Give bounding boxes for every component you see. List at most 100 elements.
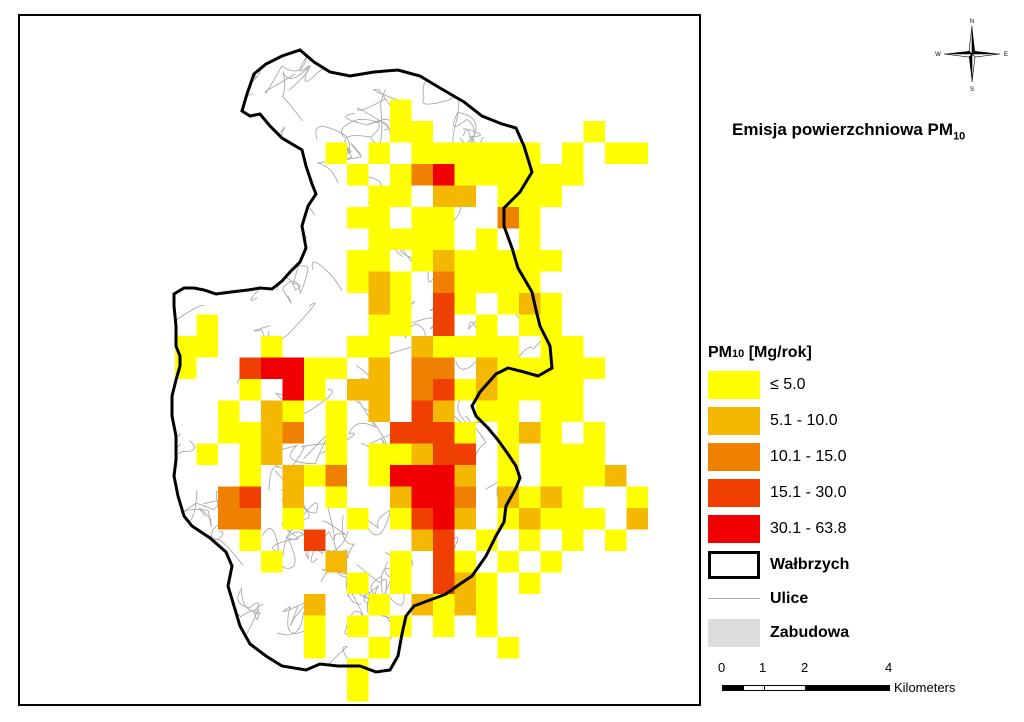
- emission-cell: [454, 594, 476, 616]
- emission-cell: [347, 615, 369, 637]
- emission-cell: [476, 357, 498, 379]
- emission-cell: [239, 529, 261, 551]
- emission-cell: [519, 185, 541, 207]
- emission-cell: [390, 271, 412, 293]
- legend-class-swatch: [708, 407, 760, 435]
- emission-cell: [368, 185, 390, 207]
- emission-cell: [583, 508, 605, 530]
- map-title: Emisja powierzchniowa PM10: [732, 120, 965, 142]
- legend-class-label: 30.1 - 63.8: [770, 520, 847, 537]
- emission-cell: [411, 250, 433, 272]
- emission-cell: [282, 422, 304, 444]
- emission-cell: [304, 465, 326, 487]
- emission-cell: [218, 486, 240, 508]
- emission-cell: [454, 379, 476, 401]
- emission-cell: [368, 357, 390, 379]
- legend-built-swatch: [708, 619, 760, 647]
- legend-title-unit: [Mg/rok]: [744, 344, 812, 361]
- emission-cell: [239, 443, 261, 465]
- emission-cell: [497, 637, 519, 659]
- road: [497, 50, 552, 58]
- legend-class-swatch: [708, 479, 760, 507]
- emission-cell: [540, 551, 562, 573]
- road: [357, 98, 389, 131]
- emission-cell: [368, 443, 390, 465]
- emission-cell: [218, 422, 240, 444]
- road: [311, 261, 343, 291]
- emission-cell: [433, 572, 455, 594]
- emission-cell: [433, 357, 455, 379]
- emission-cell: [562, 486, 584, 508]
- emission-cell: [282, 400, 304, 422]
- road: [345, 112, 394, 136]
- emission-cell: [325, 357, 347, 379]
- road: [422, 68, 460, 152]
- legend-class-label: 5.1 - 10.0: [770, 412, 838, 429]
- emission-cell: [540, 443, 562, 465]
- emission-cell: [239, 357, 261, 379]
- road: [178, 489, 212, 528]
- emission-cell: [304, 357, 326, 379]
- emission-cell: [325, 422, 347, 444]
- emission-cell: [347, 572, 369, 594]
- emission-cell: [626, 486, 648, 508]
- road: [172, 121, 236, 174]
- legend-roads-swatch: [708, 585, 760, 613]
- road: [230, 142, 269, 158]
- emission-cell: [433, 379, 455, 401]
- legend-class-swatch: [708, 443, 760, 471]
- compass-west-label: W: [935, 52, 941, 58]
- legend-class-1: ≤ 5.0: [708, 371, 998, 399]
- emission-cell: [433, 529, 455, 551]
- legend-class-label: ≤ 5.0: [770, 376, 806, 393]
- emission-cell: [368, 271, 390, 293]
- emission-cell: [368, 207, 390, 229]
- emission-cell: [497, 185, 519, 207]
- emission-cell: [562, 529, 584, 551]
- emission-cell: [454, 185, 476, 207]
- emission-cell: [261, 400, 283, 422]
- emission-cell: [325, 400, 347, 422]
- emission-cell: [540, 293, 562, 315]
- emission-cell: [239, 422, 261, 444]
- emission-cell: [433, 465, 455, 487]
- legend-class-3: 10.1 - 15.0: [708, 443, 998, 471]
- emission-cell: [282, 379, 304, 401]
- emission-cell: [218, 508, 240, 530]
- scale-bar: 0 1 2 4 Kilometers: [714, 660, 1004, 700]
- emission-cell: [454, 443, 476, 465]
- road: [282, 595, 319, 634]
- emission-cell: [433, 142, 455, 164]
- emission-cell: [390, 465, 412, 487]
- legend-class-swatch: [708, 371, 760, 399]
- emission-cell: [519, 529, 541, 551]
- emission-cell: [454, 508, 476, 530]
- emission-cell: [196, 314, 218, 336]
- map-title-text: Emisja powierzchniowa PM: [732, 120, 954, 139]
- emission-cell: [476, 228, 498, 250]
- road: [172, 255, 192, 293]
- road: [236, 240, 282, 291]
- emission-cell: [562, 164, 584, 186]
- emission-cell: [519, 379, 541, 401]
- road: [172, 420, 176, 456]
- emission-cell: [583, 465, 605, 487]
- emission-cell: [454, 465, 476, 487]
- emission-cell: [562, 465, 584, 487]
- emission-cell: [304, 615, 326, 637]
- emission-cell: [519, 572, 541, 594]
- emission-cell: [540, 508, 562, 530]
- emission-cell: [476, 164, 498, 186]
- road: [249, 195, 295, 237]
- emission-cell: [454, 271, 476, 293]
- emission-cell: [390, 99, 412, 121]
- scale-tick-0: 0: [718, 660, 726, 675]
- emission-cell: [282, 465, 304, 487]
- emission-cell: [433, 443, 455, 465]
- legend-roads: Ulice: [708, 585, 998, 613]
- emission-cell: [497, 422, 519, 444]
- emission-cell: [390, 228, 412, 250]
- road: [172, 440, 195, 455]
- road: [172, 50, 215, 79]
- emission-cell: [433, 336, 455, 358]
